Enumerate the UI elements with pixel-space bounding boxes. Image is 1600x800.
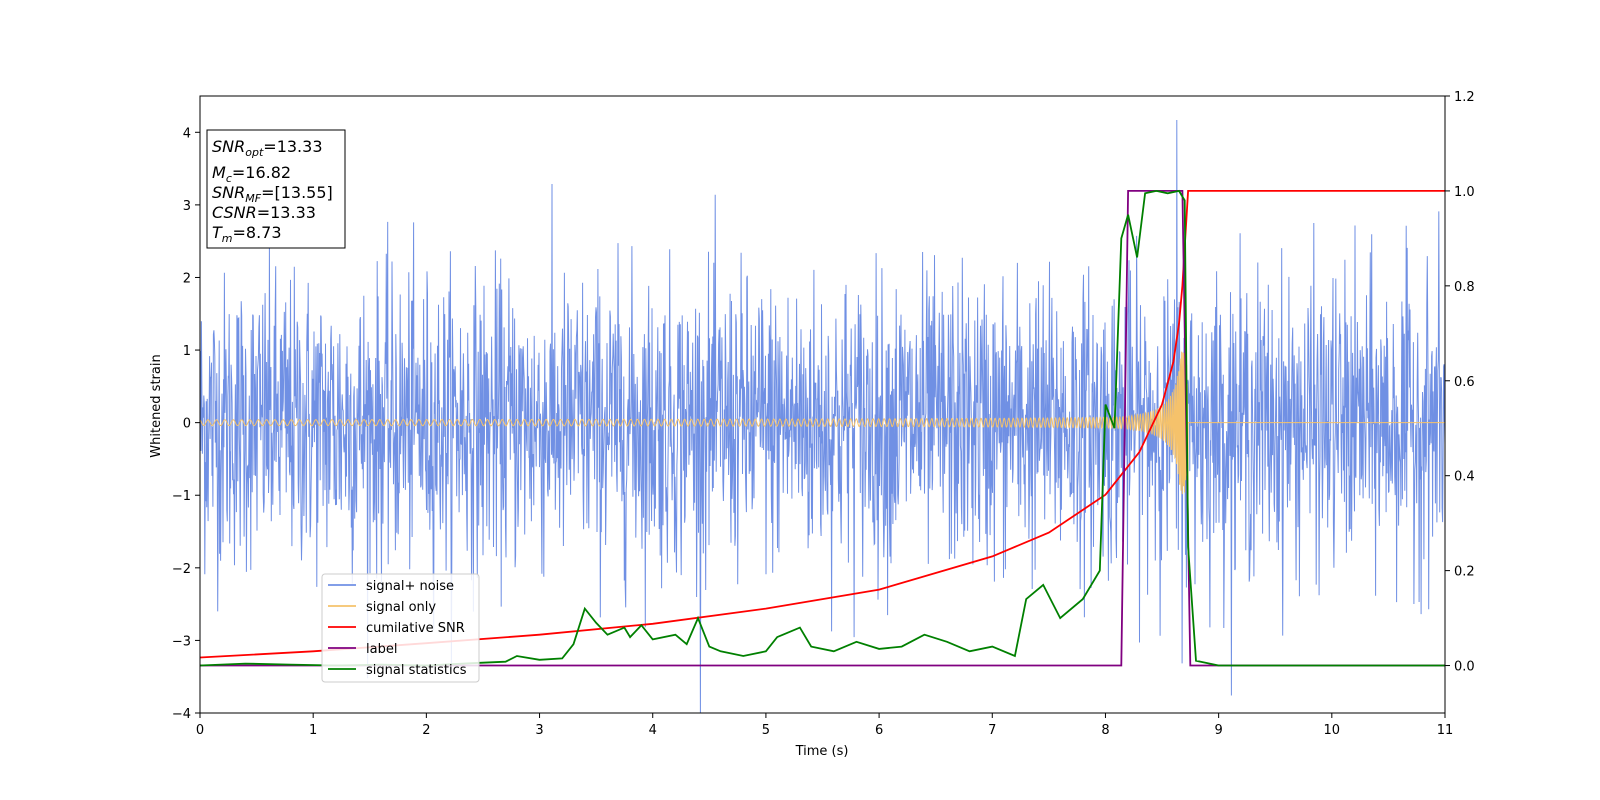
y-left-tick-label: 2: [183, 271, 191, 286]
x-tick-label: 6: [875, 723, 883, 738]
y-left-tick-label: 1: [183, 344, 191, 359]
x-tick-label: 9: [1214, 723, 1222, 738]
info-box: SNRopt=13.33 Mc=16.82 SNRMF=[13.55] CSNR…: [206, 129, 346, 249]
y-left-tick-label: 3: [183, 199, 191, 214]
y-left-tick-label: −4: [172, 707, 191, 722]
y-left-tick-label: 4: [183, 126, 191, 141]
info-snr-mf: SNRMF=[13.55]: [212, 183, 333, 205]
x-axis-label: Time (s): [795, 744, 849, 759]
x-tick-label: 5: [762, 723, 770, 738]
y-axis-right-ticks: 0.0 0.2 0.4 0.6 0.8 1.0 1.2: [1445, 90, 1475, 675]
y-left-tick-label: −2: [172, 562, 191, 577]
info-snr-opt: SNRopt=13.33: [212, 137, 323, 159]
x-tick-label: 3: [535, 723, 543, 738]
info-tm: Tm=8.73: [212, 223, 282, 245]
y-left-tick-label: 0: [183, 417, 191, 432]
series-signal-only-line: [200, 351, 1445, 496]
x-axis-ticks: 0 1 2 3 4 5 6 7 8 9 10 11: [196, 713, 1453, 738]
series-signal-statistics-line: [200, 189, 1445, 667]
legend-label-cumilative-snr: cumilative SNR: [366, 621, 465, 636]
legend-frame: [321, 573, 480, 683]
x-tick-label: 2: [422, 723, 430, 738]
plot-series: [200, 119, 1445, 713]
y-right-tick-label: 0.4: [1454, 470, 1475, 485]
x-tick-label: 10: [1324, 723, 1341, 738]
y-right-tick-label: 0.0: [1454, 660, 1475, 675]
plot-frame: [199, 95, 1446, 714]
series-signal-plus-noise-line: [200, 119, 1445, 713]
legend-label-signal-plus-noise: signal+ noise: [366, 579, 454, 594]
info-csnr: CSNR=13.33: [212, 203, 316, 222]
x-tick-label: 0: [196, 723, 204, 738]
x-tick-label: 4: [649, 723, 657, 738]
legend: signal+ noise signal only cumilative SNR…: [321, 573, 480, 683]
y-left-tick-label: −1: [172, 489, 191, 504]
x-tick-label: 11: [1437, 723, 1454, 738]
x-tick-label: 1: [309, 723, 317, 738]
y-axis-left-ticks: −4 −3 −2 −1 0 1 2 3 4: [172, 126, 200, 722]
legend-label-signal-only: signal only: [366, 600, 436, 615]
legend-label-label: label: [366, 642, 397, 657]
y-left-tick-label: −3: [172, 634, 191, 649]
legend-label-signal-statistics: signal statistics: [366, 663, 467, 678]
y-right-tick-label: 0.2: [1454, 565, 1475, 580]
y-right-tick-label: 1.0: [1454, 185, 1475, 200]
x-tick-label: 8: [1101, 723, 1109, 738]
y-right-tick-label: 0.8: [1454, 280, 1475, 295]
y-right-tick-label: 1.2: [1454, 90, 1475, 105]
y-axis-label: Whitened strain: [149, 354, 164, 457]
info-mc: Mc=16.82: [212, 163, 291, 185]
y-right-tick-label: 0.6: [1454, 375, 1475, 390]
x-tick-label: 7: [988, 723, 996, 738]
info-box-frame: [206, 129, 346, 249]
